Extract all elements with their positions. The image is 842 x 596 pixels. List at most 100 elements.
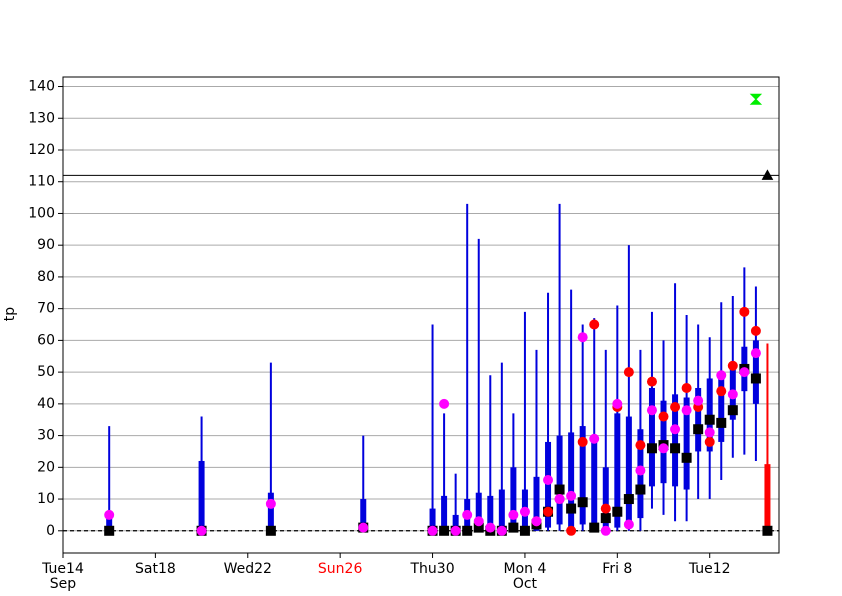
mean-marker <box>358 522 369 533</box>
median-marker <box>600 513 611 524</box>
y-tick-label: 80 <box>37 269 55 285</box>
box <box>106 518 113 531</box>
box <box>764 464 771 531</box>
mean-marker <box>508 509 519 520</box>
median-marker <box>519 525 530 536</box>
median-marker <box>508 522 519 533</box>
box <box>648 387 655 487</box>
y-tick-label: 120 <box>28 142 55 158</box>
mean-marker <box>473 516 484 527</box>
y-tick-label: 20 <box>37 459 55 475</box>
x-tick-label: Sat18 <box>135 561 176 577</box>
median-marker <box>577 497 588 508</box>
median-marker <box>646 443 657 454</box>
marker <box>761 169 774 180</box>
mean-marker <box>750 348 761 359</box>
obs-marker <box>704 436 715 447</box>
month-label: Sep <box>50 576 77 592</box>
box <box>533 476 540 531</box>
obs-marker <box>750 325 761 336</box>
median-marker <box>104 525 115 536</box>
obs-marker <box>577 436 588 447</box>
x-tick-label: Tue12 <box>688 561 731 577</box>
marker <box>749 93 763 105</box>
median-marker <box>762 525 773 536</box>
box <box>718 372 725 442</box>
mean-marker <box>519 506 530 517</box>
box <box>267 492 274 531</box>
mean-marker <box>196 525 207 536</box>
month-label: Oct <box>513 576 538 592</box>
mean-marker <box>531 516 542 527</box>
box <box>695 387 702 452</box>
obs-marker <box>716 386 727 397</box>
obs-marker <box>623 367 634 378</box>
x-tick-label: Sun26 <box>318 561 363 577</box>
y-tick-label: 50 <box>37 364 55 380</box>
median-marker <box>462 525 473 536</box>
obs-marker <box>739 306 750 317</box>
box <box>672 394 679 487</box>
median-marker <box>693 424 704 435</box>
mean-marker <box>670 424 681 435</box>
box <box>602 467 609 531</box>
mean-marker <box>450 525 461 536</box>
y-tick-label: 140 <box>28 79 55 95</box>
box <box>625 416 632 525</box>
mean-marker <box>600 525 611 536</box>
box <box>568 432 575 528</box>
median-marker <box>612 506 623 517</box>
mean-marker <box>681 405 692 416</box>
median-marker <box>554 484 565 495</box>
median-marker <box>681 452 692 463</box>
mean-marker <box>646 405 657 416</box>
median-marker <box>704 414 715 425</box>
box <box>591 435 598 531</box>
box <box>360 499 367 531</box>
obs-marker <box>589 319 600 330</box>
obs-marker <box>566 525 577 536</box>
median-marker <box>670 443 681 454</box>
median-marker <box>635 484 646 495</box>
box <box>498 489 505 531</box>
median-marker <box>727 405 738 416</box>
box <box>487 495 494 531</box>
median-marker <box>566 503 577 514</box>
y-tick-label: 30 <box>37 428 55 444</box>
mean-marker <box>462 509 473 520</box>
mean-marker <box>496 525 507 536</box>
box <box>556 435 563 525</box>
obs-marker <box>600 503 611 514</box>
mean-marker <box>427 525 438 536</box>
median-marker <box>750 373 761 384</box>
mean-marker <box>566 490 577 501</box>
box <box>510 467 517 531</box>
mean-marker <box>104 509 115 520</box>
obs-marker <box>646 376 657 387</box>
y-tick-label: 130 <box>28 110 55 126</box>
obs-marker <box>670 402 681 413</box>
median-marker <box>589 522 600 533</box>
box <box>475 492 482 531</box>
median-marker <box>716 417 727 428</box>
box <box>683 397 690 490</box>
obs-marker <box>727 360 738 371</box>
mean-marker <box>554 494 565 505</box>
mean-marker <box>623 519 634 530</box>
y-tick-label: 100 <box>28 205 55 221</box>
x-tick-label: Wed22 <box>224 561 272 577</box>
mean-marker <box>612 398 623 409</box>
median-marker <box>623 494 634 505</box>
mean-marker <box>635 465 646 476</box>
mean-marker <box>543 475 554 486</box>
mean-marker <box>704 427 715 438</box>
mean-marker <box>727 389 738 400</box>
y-tick-label: 40 <box>37 396 55 412</box>
y-tick-label: 110 <box>28 174 55 190</box>
obs-marker <box>543 506 554 517</box>
x-tick-label: Fri 8 <box>602 561 632 577</box>
mean-marker <box>485 522 496 533</box>
y-tick-label: 60 <box>37 332 55 348</box>
mean-marker <box>716 370 727 381</box>
